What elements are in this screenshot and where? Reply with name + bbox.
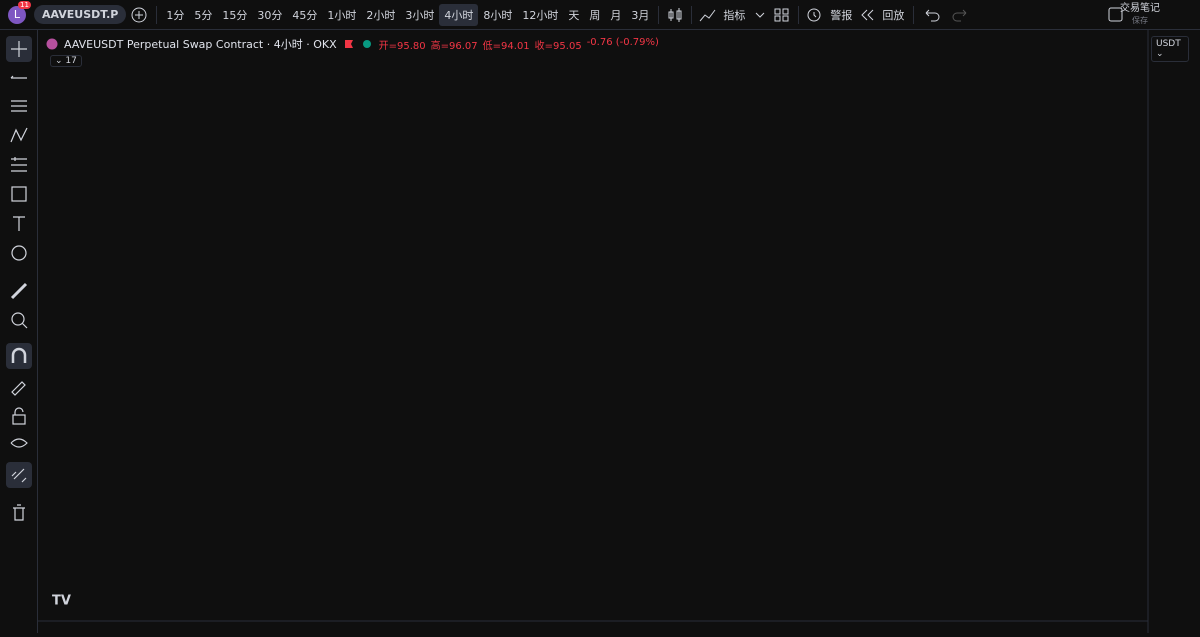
alert-icon (807, 8, 821, 21)
redo[interactable] (946, 5, 974, 25)
draw-mode-tool[interactable] (11, 381, 26, 396)
notes-label: 交易笔记 (1120, 3, 1160, 14)
save-label: 保存 (1132, 16, 1148, 25)
interval-button[interactable]: 15分 (222, 8, 248, 22)
text-tool[interactable] (13, 216, 25, 231)
ohlc-value: 低=94.01 (482, 40, 530, 52)
interval-button[interactable]: 30分 (257, 8, 283, 22)
ohlc-value: 收=95.05 (534, 40, 582, 52)
interval-button[interactable]: 周 (589, 8, 601, 22)
replay-icon (861, 9, 874, 20)
legend: AAVEUSDT Perpetual Swap Contract · 4小时 ·… (46, 36, 659, 52)
separator (156, 5, 158, 24)
magnet-tool[interactable] (11, 347, 27, 363)
layout-button[interactable] (770, 5, 794, 25)
top-toolbar: L 11 AAVEUSDT.P 1分 5分 15分 30分 45分 1小时 2小时 3小时 4小时… (0, 0, 1200, 30)
indicator-count: 17 (65, 56, 77, 66)
link-tool[interactable] (11, 468, 27, 483)
ohlc-value: 高=96.07 (430, 40, 478, 52)
interval-button[interactable]: 2小时 (366, 8, 396, 22)
add-symbol[interactable] (126, 5, 152, 25)
chart-type[interactable] (663, 5, 687, 25)
indicator-icon (699, 9, 716, 21)
separator (913, 5, 915, 24)
undo[interactable] (918, 5, 946, 25)
shape-tool[interactable] (11, 186, 27, 202)
ohlc-value: 开=95.80 (378, 40, 426, 52)
symbol-icon (46, 38, 58, 50)
ohlc-values: 开=95.80 高=96.07 低=94.01 收=95.05 -0.76 (-0.79… (379, 37, 659, 52)
avatar-letter: L (13, 8, 21, 21)
avatar[interactable]: L 11 (8, 0, 31, 24)
chart-title: AAVEUSDT Perpetual Swap Contract · 4小时 ·… (64, 38, 337, 51)
flag[interactable] (343, 38, 355, 50)
crosshair-tool[interactable] (11, 41, 27, 57)
alert-button[interactable]: 警报 (830, 8, 853, 22)
separator (798, 5, 800, 24)
separator (658, 5, 660, 24)
drawing-tools (6, 36, 32, 521)
interval-button[interactable]: 12小时 (522, 8, 559, 22)
notification-badge: 11 (18, 0, 31, 9)
hide-tool[interactable] (10, 438, 28, 448)
fib-tool[interactable] (11, 100, 27, 112)
interval-button[interactable]: 1分 (166, 8, 185, 22)
notes-button[interactable]: 交易笔记 保存 (1120, 3, 1160, 27)
interval-button[interactable]: 天 (568, 8, 580, 22)
link-bg (6, 462, 32, 488)
magnet-bg (6, 343, 32, 369)
interval-group: 1分 5分 15分 30分 45分 1小时 2小时 3小时 4小时 8小时 12小时天周月 3月 (161, 3, 654, 26)
indicators-button[interactable]: 指标 (723, 8, 746, 22)
interval-button[interactable]: 3小时 (405, 8, 435, 22)
separator (691, 5, 693, 24)
currency: USDT (1156, 39, 1181, 49)
interval-button[interactable]: 4小时 (439, 3, 479, 26)
interval-button[interactable]: 45分 (292, 8, 318, 22)
replay-button[interactable]: 回放 (882, 8, 905, 22)
interval-button[interactable]: 月 (610, 8, 622, 22)
interval-button[interactable]: 8小时 (483, 8, 513, 22)
measure-tool[interactable] (10, 282, 28, 300)
lock-tool[interactable] (12, 414, 26, 425)
tv-logo: TV (52, 594, 71, 609)
interval-button[interactable]: 3月 (631, 8, 650, 22)
dropdown[interactable] (750, 5, 770, 25)
pattern-tool[interactable] (10, 127, 28, 143)
left-toolbar (0, 30, 38, 633)
interval-button[interactable]: 1小时 (327, 8, 357, 22)
delete-tool[interactable] (13, 504, 25, 521)
status-dot (362, 40, 371, 48)
currency-select[interactable]: USDT ⌄ (1151, 36, 1189, 62)
forecast-tool[interactable] (11, 157, 27, 172)
ohlc-value: -0.76 (-0.79%) (586, 36, 659, 48)
line-tool[interactable] (10, 75, 27, 79)
emoji-tool[interactable] (11, 245, 27, 261)
notes-icon (1108, 7, 1123, 22)
zoom-tool[interactable] (11, 312, 25, 326)
symbol-button[interactable]: AAVEUSDT.P (34, 5, 127, 24)
interval-button[interactable]: 5分 (194, 8, 213, 22)
indicator-toggle[interactable]: ⌄ 17 (50, 55, 82, 67)
